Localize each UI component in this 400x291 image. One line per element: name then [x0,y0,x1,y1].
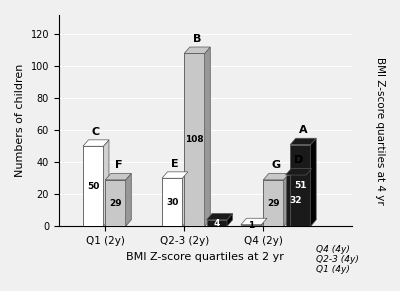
Text: 51: 51 [294,181,307,190]
Text: 29: 29 [109,198,122,207]
Polygon shape [184,47,210,54]
FancyBboxPatch shape [286,175,306,226]
Polygon shape [227,214,232,226]
FancyBboxPatch shape [105,180,126,226]
FancyBboxPatch shape [241,225,261,226]
Text: C: C [92,127,100,137]
FancyBboxPatch shape [83,146,103,226]
Polygon shape [311,138,316,226]
Text: BMI Z-score quartiles at 4 yr: BMI Z-score quartiles at 4 yr [375,57,385,205]
Polygon shape [306,169,312,226]
Text: 29: 29 [267,198,280,207]
Text: F: F [114,160,122,170]
Text: 30: 30 [166,198,178,207]
Text: D: D [294,155,303,166]
Text: D: D [294,155,303,166]
Text: Q2-3 (4y): Q2-3 (4y) [316,255,359,264]
Text: A: A [299,125,308,135]
Text: G: G [272,160,281,170]
Polygon shape [126,173,131,226]
Text: 32: 32 [290,196,302,205]
Polygon shape [290,138,316,145]
FancyBboxPatch shape [184,54,205,226]
Polygon shape [103,140,109,226]
Text: Q1 (4y): Q1 (4y) [316,265,350,274]
Polygon shape [83,140,109,146]
Polygon shape [182,172,188,226]
Y-axis label: Numbers of children: Numbers of children [15,64,25,177]
Polygon shape [261,218,267,226]
Polygon shape [284,173,289,226]
Text: 4: 4 [214,219,220,228]
Polygon shape [241,218,267,225]
Text: E: E [171,159,179,169]
Polygon shape [206,214,232,220]
Text: 108: 108 [185,135,204,144]
Polygon shape [263,173,289,180]
Text: 1: 1 [248,221,254,230]
Polygon shape [286,169,312,175]
Polygon shape [205,47,210,226]
Polygon shape [105,173,131,180]
FancyBboxPatch shape [206,220,227,226]
Polygon shape [162,172,188,178]
Text: 50: 50 [87,182,99,191]
X-axis label: BMI Z-score quartiles at 2 yr: BMI Z-score quartiles at 2 yr [126,251,284,262]
FancyBboxPatch shape [263,180,284,226]
FancyBboxPatch shape [290,145,311,226]
Text: Q4 (4y): Q4 (4y) [316,246,350,254]
FancyBboxPatch shape [162,178,182,226]
Text: B: B [193,34,202,44]
